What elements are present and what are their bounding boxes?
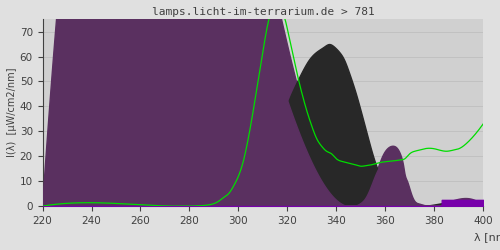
- Title: lamps.licht-im-terrarium.de > 781: lamps.licht-im-terrarium.de > 781: [152, 7, 374, 17]
- Y-axis label: I(λ)  [µW/cm2/nm]: I(λ) [µW/cm2/nm]: [7, 68, 17, 157]
- X-axis label: λ [nm]: λ [nm]: [474, 232, 500, 242]
